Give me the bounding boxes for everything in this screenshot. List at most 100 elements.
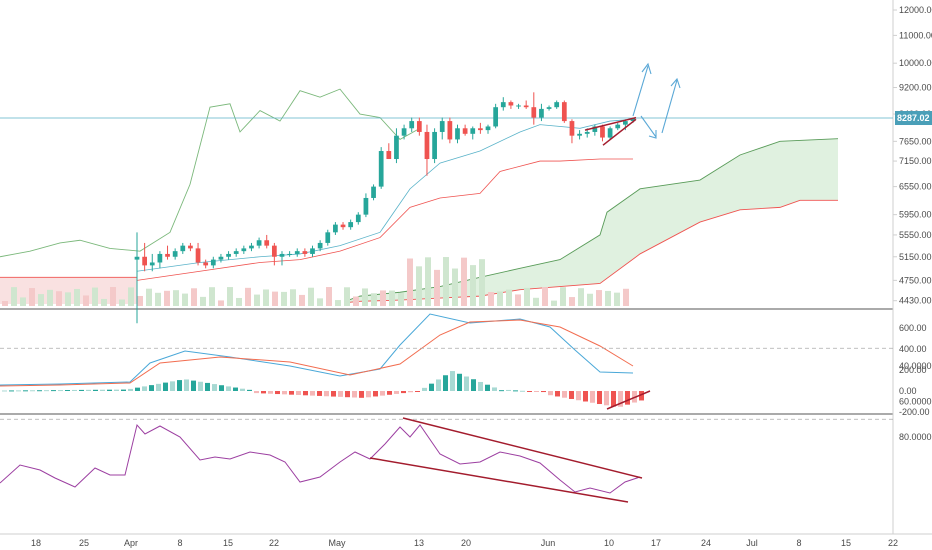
candle[interactable] [226,251,231,260]
volume-bar [587,293,593,306]
candle[interactable] [516,103,521,109]
candle[interactable] [546,105,552,111]
candle-body [310,248,315,254]
rsi-trendline-upper[interactable] [402,417,643,479]
candle[interactable] [302,248,308,257]
candle[interactable] [355,212,361,225]
wedge-upper-line[interactable] [584,116,637,131]
candle-body [371,186,376,198]
candle-body [508,102,514,106]
macd-histogram-bar [639,391,644,401]
volume-bar [110,287,116,306]
candle[interactable] [600,124,605,142]
volume-bar [326,287,332,306]
volume-bar [506,289,512,306]
candle[interactable] [561,100,567,123]
candle[interactable] [340,222,346,230]
candle[interactable] [432,128,437,164]
candle[interactable] [409,117,415,132]
candle[interactable] [310,245,315,257]
drawings[interactable] [584,62,681,146]
candle[interactable] [142,242,147,272]
candle[interactable] [508,100,514,109]
candle-body [500,102,506,108]
candle[interactable] [188,242,193,252]
wedge-lower-line[interactable] [602,118,637,146]
candle[interactable] [394,128,399,164]
candle-body [531,107,537,118]
arrow-down[interactable] [640,115,657,138]
candle[interactable] [485,124,491,134]
volume-bar [263,289,269,306]
candle[interactable] [317,240,323,252]
candle[interactable] [401,124,407,140]
candle[interactable] [478,122,483,134]
candle-body [302,251,308,254]
macd-histogram-bar [443,375,448,391]
candle-body [439,121,445,132]
candle-body [561,102,567,122]
macd-histogram-bar [142,386,147,391]
rsi-trendline-lower[interactable] [369,457,629,503]
candle[interactable] [577,130,582,140]
candle[interactable] [203,259,209,269]
candle[interactable] [134,232,140,324]
candle[interactable] [447,117,453,144]
price-tick-label: 5950.00 [899,210,932,220]
candle[interactable] [256,237,262,249]
arrow-up-2[interactable] [661,79,678,134]
candle[interactable] [264,234,270,249]
macd-histogram-bar [604,391,609,406]
candle[interactable] [493,103,499,129]
price-tick-label: 12000.00 [899,5,932,15]
candle[interactable] [294,248,300,257]
macd-tick-label: 600.00 [899,323,927,333]
candle[interactable] [416,117,422,136]
candle[interactable] [363,193,369,218]
macd-histogram-bar [338,391,343,397]
volume-bar [623,288,629,306]
candle[interactable] [348,219,354,230]
macd-tick-label: 200.00 [899,365,927,375]
arrow-up-1[interactable] [632,65,649,117]
candle[interactable] [287,251,292,257]
candle[interactable] [462,124,468,136]
candle[interactable] [531,92,537,125]
candle[interactable] [333,222,338,235]
candle[interactable] [195,242,201,266]
candle[interactable] [386,143,392,160]
candle[interactable] [241,245,247,254]
volume-bar [479,259,485,306]
candle[interactable] [439,117,445,140]
candle[interactable] [539,103,544,122]
candle[interactable] [172,248,178,260]
candle[interactable] [371,184,376,201]
candle[interactable] [165,245,170,260]
candle-body [523,105,529,108]
candle[interactable] [157,251,163,269]
candle[interactable] [554,100,560,109]
candle[interactable] [470,126,476,140]
candle[interactable] [523,100,529,109]
candle[interactable] [180,242,186,254]
candle[interactable] [607,126,613,140]
candle[interactable] [249,242,254,252]
cloud-span-b [344,199,838,304]
candle[interactable] [455,124,460,144]
candle[interactable] [424,124,430,176]
candle[interactable] [615,122,621,131]
candle[interactable] [218,253,224,263]
x-tick-label: 17 [651,538,661,548]
volume-bar [209,287,215,306]
candle[interactable] [149,253,155,272]
candle[interactable] [210,256,216,269]
candle[interactable] [569,119,575,144]
candle[interactable] [592,124,598,136]
candle[interactable] [378,147,384,189]
candle[interactable] [233,248,239,257]
candle[interactable] [500,97,506,111]
candle[interactable] [325,229,331,246]
candle[interactable] [279,251,285,266]
candle[interactable] [271,242,277,266]
